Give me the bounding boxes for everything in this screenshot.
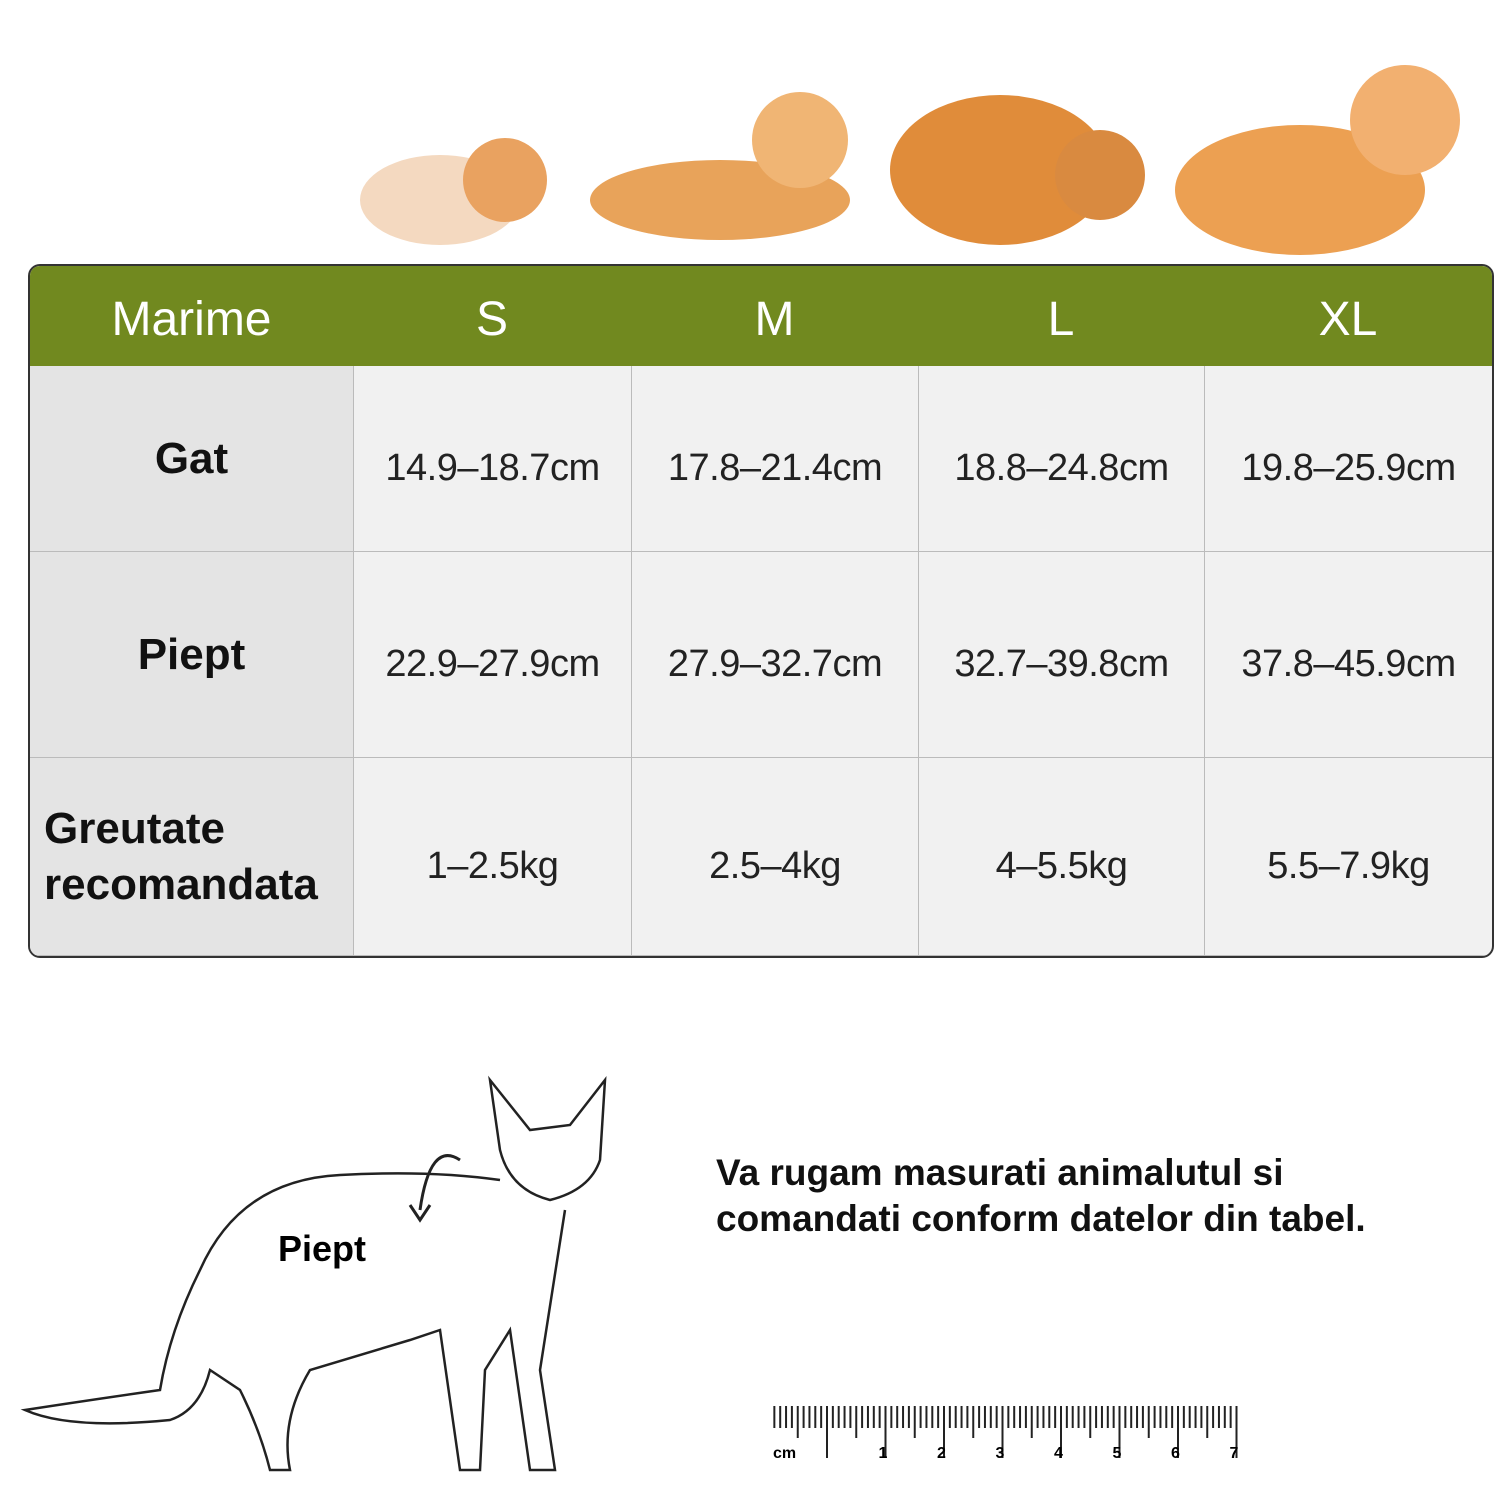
table-cell: 17.8–21.4cm [631, 366, 918, 552]
header-cell: L [918, 266, 1204, 366]
table-cell: 4–5.5kg [918, 758, 1204, 956]
table-cell: 2.5–4kg [631, 758, 918, 956]
ruler: cm 1 2 3 4 5 6 7 [773, 1406, 1239, 1462]
table-cell: 37.8–45.9cm [1204, 552, 1492, 758]
size-table: Marime S M L XL Gat 14.9–18.7cm 17.8–21.4cm 18.8… [28, 264, 1494, 958]
ruler-label: 3 [996, 1445, 1005, 1462]
diagram-label: Piept [278, 1228, 367, 1269]
cat-photo [360, 65, 1460, 255]
ruler-label: 6 [1171, 1445, 1180, 1462]
table-cell: 19.8–25.9cm [1204, 366, 1492, 552]
header-cell: XL [1204, 266, 1492, 366]
ruler-label: 7 [1230, 1445, 1239, 1462]
row-label: Greutate recomandata [30, 758, 353, 956]
header-cell: Marime [30, 266, 353, 366]
ruler-label: 2 [937, 1445, 946, 1462]
row-label: Gat [30, 366, 353, 552]
ruler-label: 1 [879, 1445, 888, 1462]
instruction: Va rugam masurati animalutul si comandat… [716, 1152, 1366, 1239]
ruler-label: 5 [1113, 1445, 1122, 1462]
table-cell: 1–2.5kg [353, 758, 631, 956]
cat-drawing [20, 1075, 607, 1472]
table-cell: 32.7–39.8cm [918, 552, 1204, 758]
table-cell: 5.5–7.9kg [1204, 758, 1492, 956]
ruler-label: 4 [1054, 1445, 1063, 1462]
table-cell: 27.9–32.7cm [631, 552, 918, 758]
table-cell: 18.8–24.8cm [918, 366, 1204, 552]
header-cell: S [353, 266, 631, 366]
table-cell: 22.9–27.9cm [353, 552, 631, 758]
table-cell: 14.9–18.7cm [353, 366, 631, 552]
cat-photos [360, 65, 1460, 255]
header-cell: M [631, 266, 918, 366]
row-label: Piept [30, 552, 353, 758]
ruler-unit: cm [773, 1445, 796, 1462]
